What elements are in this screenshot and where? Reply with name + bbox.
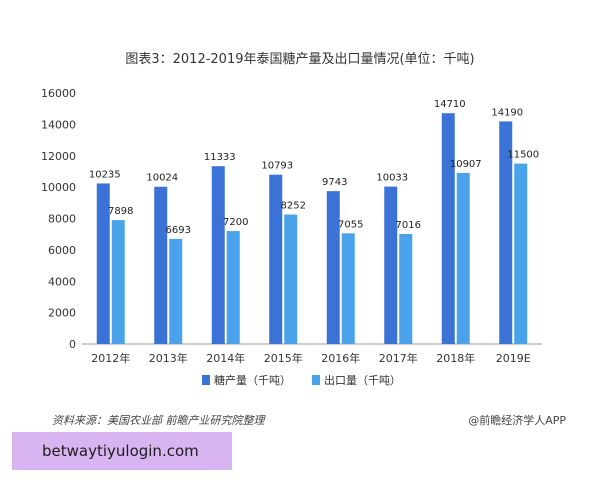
x-tick-label: 2019E [496, 352, 531, 365]
bar-series-0 [96, 183, 110, 344]
legend-label-0: 糖产量（千吨） [214, 373, 291, 387]
y-tick-label: 6000 [48, 244, 76, 257]
data-label: 8252 [281, 201, 306, 212]
data-label: 10033 [376, 173, 408, 184]
legend-swatch-1 [312, 375, 320, 385]
legend-swatch-0 [202, 375, 210, 385]
bar-series-0 [441, 113, 455, 344]
bar-series-0 [384, 186, 398, 344]
data-label: 11333 [204, 152, 236, 163]
y-tick-label: 0 [69, 338, 76, 351]
bar-series-0 [211, 166, 225, 344]
x-tick-label: 2018年 [436, 351, 475, 365]
x-tick-label: 2014年 [206, 351, 245, 365]
data-label: 7898 [108, 206, 133, 217]
chart-title: 图表3：2012-2019年泰国糖产量及出口量情况(单位：千吨) [125, 52, 475, 67]
brand-credit: @前瞻经济学人APP [468, 414, 566, 427]
y-tick-label: 4000 [48, 275, 76, 288]
bar-series-1 [169, 239, 183, 344]
data-label: 7200 [223, 217, 248, 228]
y-tick-label: 10000 [41, 181, 76, 194]
bar-series-1 [456, 172, 470, 344]
y-tick-label: 2000 [48, 307, 76, 320]
overlay-link[interactable]: betwaytiyulogin.com [12, 432, 232, 470]
data-label: 10793 [261, 161, 293, 172]
bar-series-1 [341, 233, 355, 344]
y-axis: 0 2000 4000 6000 8000 10000 12000 14000 16000 [41, 87, 76, 351]
legend: 糖产量（千吨） 出口量（千吨） [202, 373, 401, 387]
x-tick-label: 2016年 [321, 351, 360, 365]
bars: 10235 10024 11333 10793 9743 10033 14710 14190 7… [89, 99, 539, 344]
data-label: 6693 [166, 225, 191, 236]
bar-series-0 [154, 186, 168, 344]
data-label: 7055 [338, 219, 363, 230]
legend-label-1: 出口量（千吨） [324, 373, 401, 387]
bar-series-0 [326, 191, 340, 344]
y-tick-label: 16000 [41, 87, 76, 100]
x-tick-label: 2013年 [149, 351, 188, 365]
y-tick-label: 12000 [41, 150, 76, 163]
bar-series-0 [269, 174, 283, 344]
data-label: 7016 [396, 220, 421, 231]
bar-series-1 [284, 214, 298, 344]
x-tick-label: 2017年 [379, 351, 418, 365]
overlay-link-text: betwaytiyulogin.com [42, 442, 199, 460]
y-tick-label: 8000 [48, 213, 76, 226]
data-label: 14710 [434, 99, 466, 110]
data-label: 10024 [146, 173, 178, 184]
y-tick-label: 14000 [41, 118, 76, 131]
bar-series-1 [399, 233, 413, 344]
data-label: 10235 [89, 169, 121, 180]
data-label: 9743 [322, 177, 347, 188]
x-tick-label: 2012年 [91, 351, 130, 365]
data-label: 14190 [491, 107, 523, 118]
bar-series-1 [514, 163, 528, 344]
bar-series-1 [226, 231, 240, 344]
bar-series-1 [111, 220, 125, 344]
source-note: 资料来源：美国农业部 前瞻产业研究院整理 [52, 414, 265, 427]
x-axis: 2012年 2013年 2014年 2015年 2016年 2017年 2018年 2019E [82, 343, 542, 365]
data-label: 11500 [507, 150, 539, 161]
x-tick-label: 2015年 [264, 351, 303, 365]
bar-series-0 [499, 121, 513, 344]
data-label: 10907 [450, 159, 482, 170]
